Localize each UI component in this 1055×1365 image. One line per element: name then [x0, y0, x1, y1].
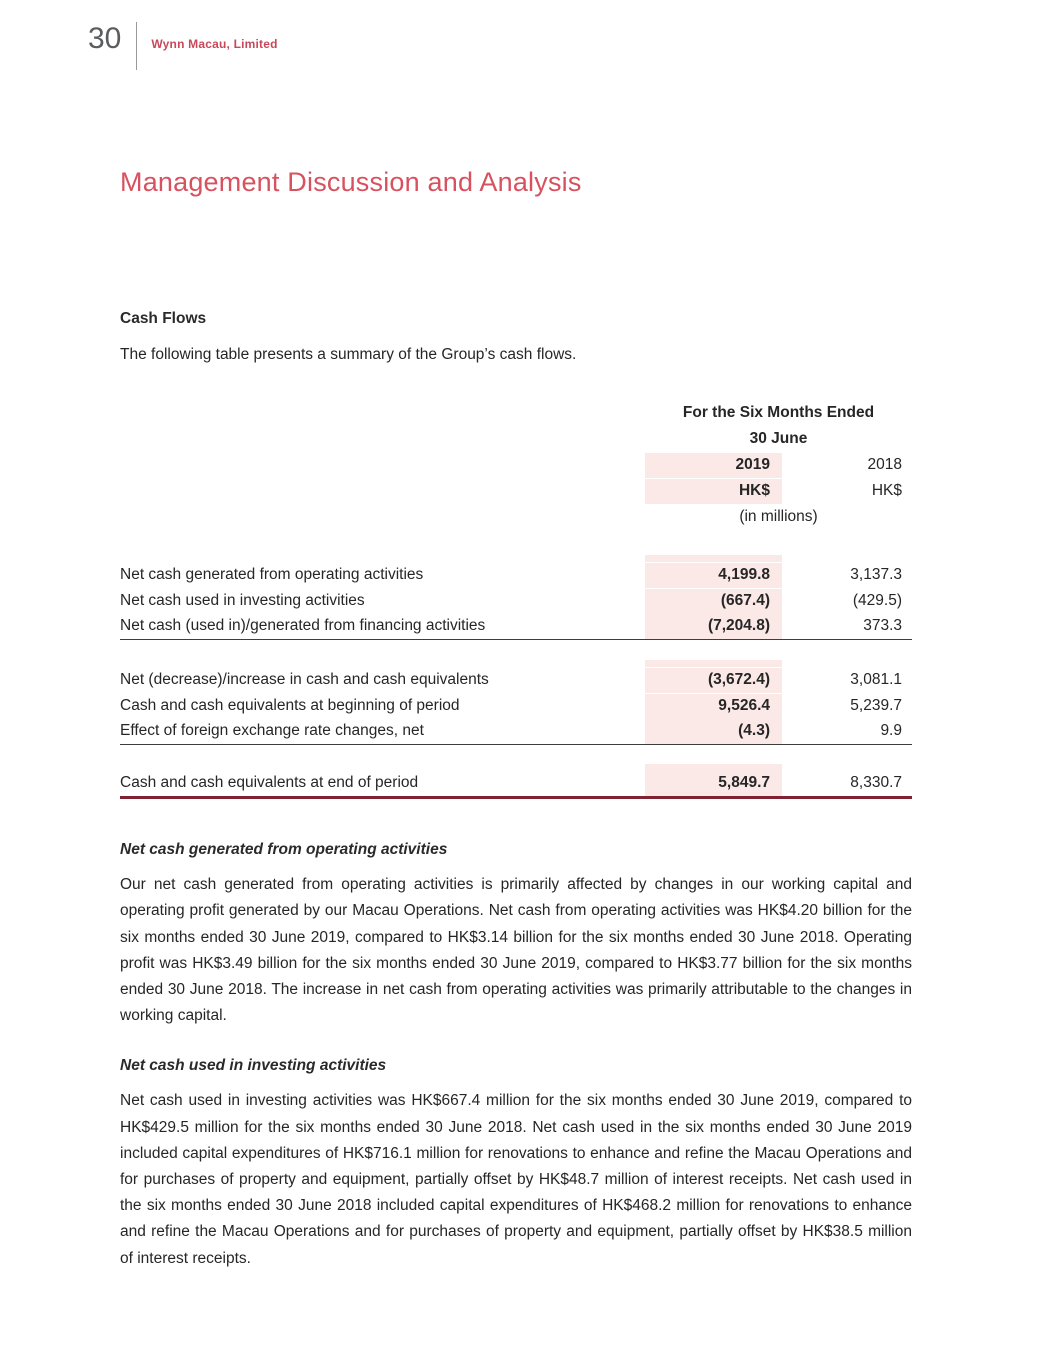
cash-flows-heading: Cash Flows	[120, 310, 207, 327]
empty-cell	[782, 660, 912, 667]
table-period-header-row: 30 June	[120, 426, 912, 452]
value-2018: 5,239.7	[850, 697, 902, 715]
row-label: Net (decrease)/increase in cash and cash…	[120, 671, 489, 689]
empty-cell	[120, 660, 645, 667]
table-row: Effect of foreign exchange rate changes,…	[120, 719, 912, 746]
table-row: Net cash generated from operating activi…	[120, 562, 912, 589]
value-2019: (4.3)	[645, 719, 782, 745]
empty-cell	[782, 555, 912, 562]
page-header: 30 Wynn Macau, Limited	[88, 22, 278, 70]
currency-header-2018: HK$	[871, 482, 902, 500]
subsection-heading: Net cash generated from operating activi…	[120, 841, 448, 859]
table-row: Net cash (used in)/generated from financ…	[120, 614, 912, 641]
period-header-line1: For the Six Months Ended	[682, 404, 875, 422]
empty-cell	[120, 555, 645, 562]
value-2018: 8,330.7	[850, 774, 902, 792]
value-2019: (3,672.4)	[645, 668, 782, 694]
empty-cell	[120, 471, 645, 478]
value-2019: 5,849.7	[645, 771, 782, 797]
empty-cell	[120, 764, 645, 771]
empty-cell	[120, 497, 645, 504]
empty-cell	[120, 445, 645, 452]
table-year-header-row: 2019 2018	[120, 452, 912, 479]
page-title: Management Discussion and Analysis	[120, 167, 582, 197]
page-content: Cash Flows The following table presents …	[120, 310, 912, 1300]
currency-header-2019: HK$	[645, 479, 782, 505]
units-note: (in millions)	[739, 508, 818, 526]
cash-flows-table: For the Six Months Ended 30 June 2019 20…	[120, 400, 912, 800]
subsection-body: Net cash used in investing activities wa…	[120, 1092, 912, 1267]
row-label: Net cash used in investing activities	[120, 592, 365, 610]
subsection-body: Our net cash generated from operating ac…	[120, 876, 912, 1025]
period-header-line2: 30 June	[749, 430, 808, 448]
value-2018: 3,081.1	[850, 671, 902, 689]
table-row: Net (decrease)/increase in cash and cash…	[120, 667, 912, 694]
col-header-2019: 2019	[645, 453, 782, 479]
value-2019: 9,526.4	[645, 694, 782, 720]
band-cell	[645, 555, 782, 563]
empty-cell	[782, 764, 912, 771]
table-currency-header-row: HK$ HK$	[120, 478, 912, 505]
value-2018: 9.9	[880, 722, 902, 740]
subsection-heading: Net cash used in investing activities	[120, 1057, 387, 1075]
cash-flows-intro: The following table presents a summary o…	[120, 346, 577, 363]
table-spacer-row	[120, 745, 912, 772]
company-name: Wynn Macau, Limited	[151, 37, 278, 51]
table-total-row: Cash and cash equivalents at end of peri…	[120, 771, 912, 800]
row-label: Cash and cash equivalents at beginning o…	[120, 697, 460, 715]
row-label: Effect of foreign exchange rate changes,…	[120, 722, 424, 740]
subsection-investing-activities: Net cash used in investing activities Ne…	[120, 1057, 912, 1271]
page-number: 30	[88, 22, 122, 55]
value-2019: (7,204.8)	[645, 614, 782, 640]
row-label: Cash and cash equivalents at end of peri…	[120, 774, 419, 792]
band-cell	[645, 764, 782, 772]
table-period-header-row: For the Six Months Ended	[120, 400, 912, 426]
header-divider	[136, 22, 138, 70]
table-row: Net cash used in investing activities (6…	[120, 588, 912, 615]
value-2018: 373.3	[863, 617, 902, 635]
value-2019: 4,199.8	[645, 563, 782, 589]
value-2018: (429.5)	[852, 592, 902, 610]
table-row: Cash and cash equivalents at beginning o…	[120, 693, 912, 720]
subsection-operating-activities: Net cash generated from operating activi…	[120, 841, 912, 1029]
col-header-2018: 2018	[867, 456, 902, 474]
row-label: Net cash generated from operating activi…	[120, 566, 424, 584]
table-units-row: (in millions)	[120, 504, 912, 530]
table-spacer-row	[120, 640, 912, 668]
value-2018: 3,137.3	[850, 566, 902, 584]
row-label: Net cash (used in)/generated from financ…	[120, 617, 486, 635]
empty-cell	[120, 419, 645, 426]
value-2019: (667.4)	[645, 589, 782, 615]
table-spacer-row	[120, 530, 912, 563]
empty-cell	[120, 523, 645, 530]
band-cell	[645, 660, 782, 668]
